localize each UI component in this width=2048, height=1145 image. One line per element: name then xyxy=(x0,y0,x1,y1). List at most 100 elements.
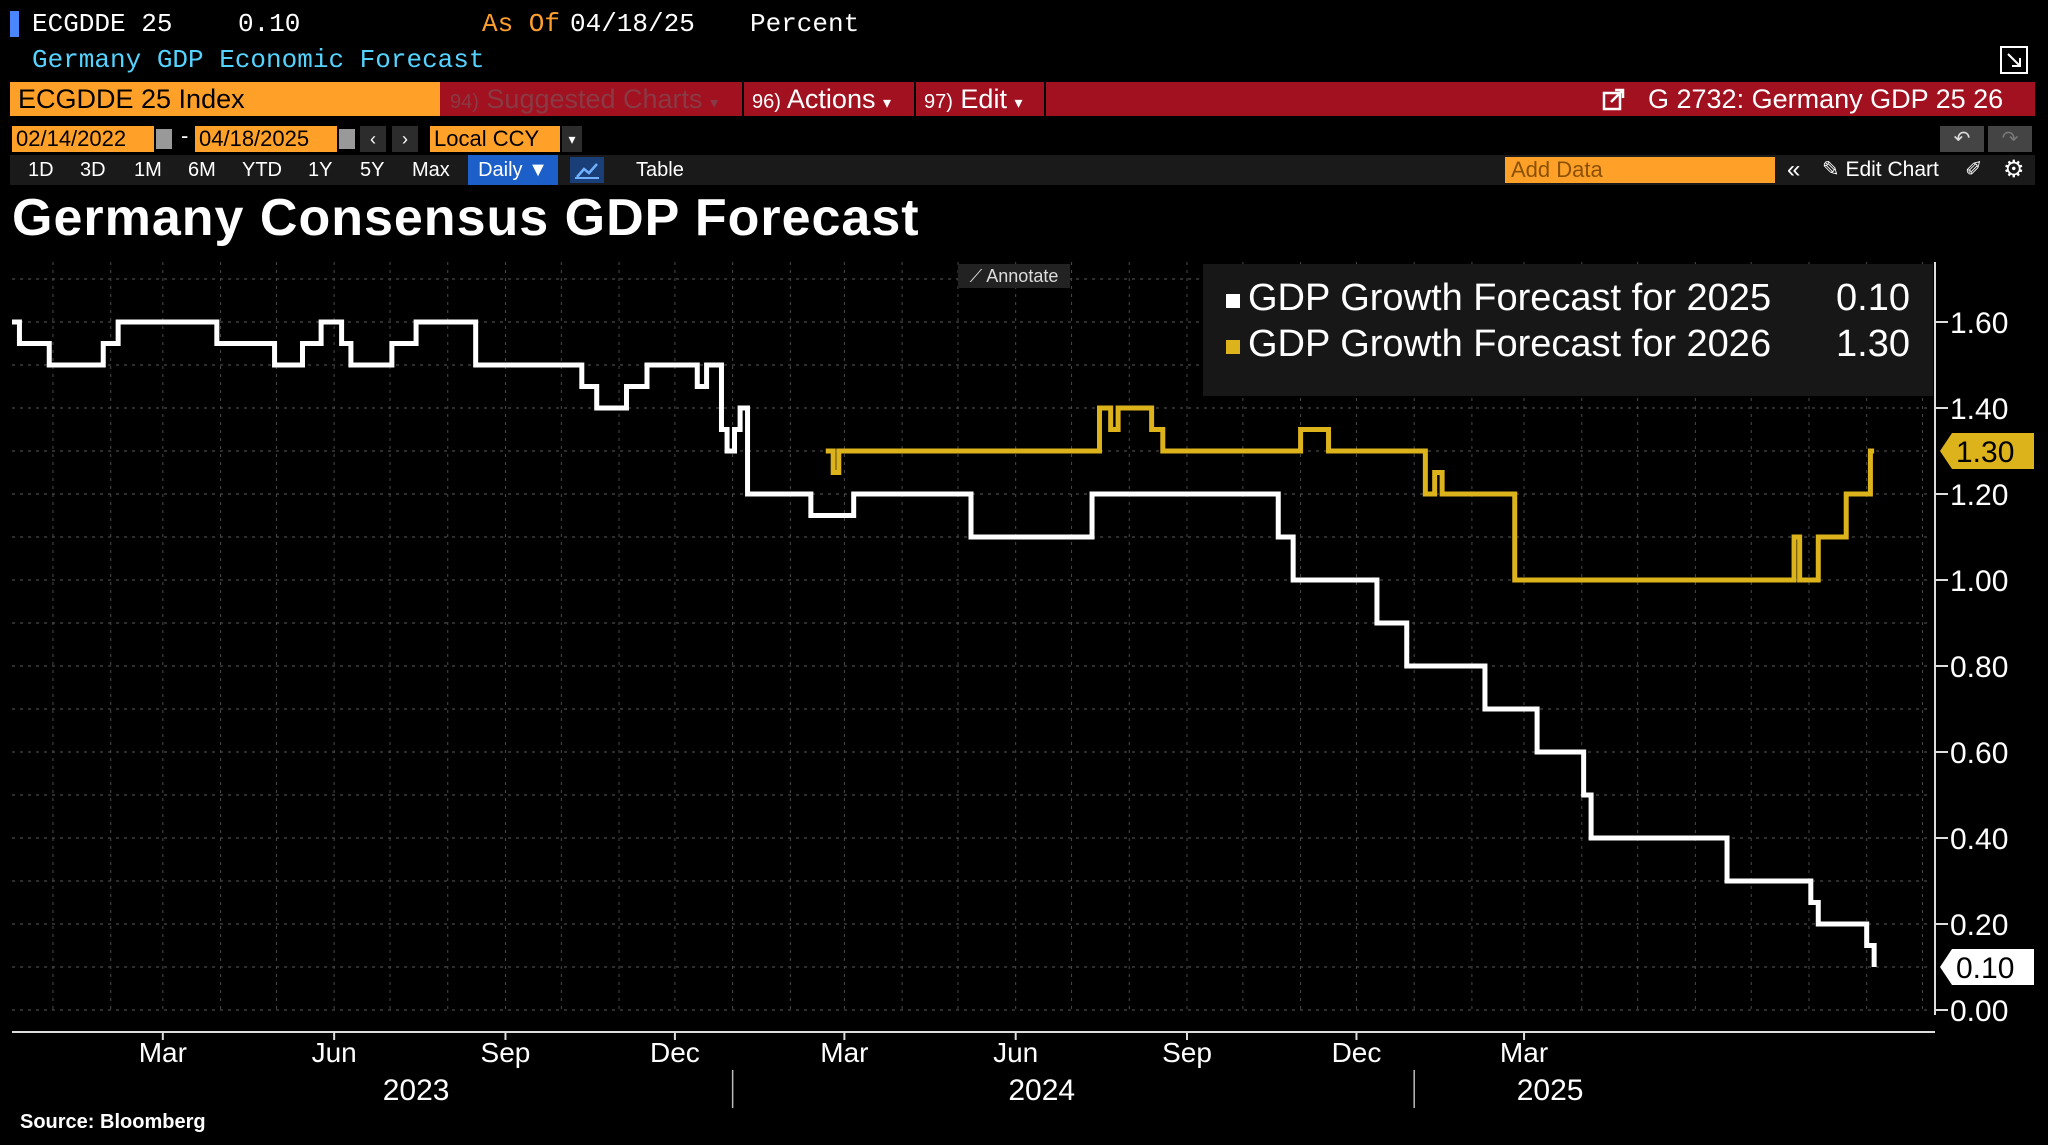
last-value: 0.10 xyxy=(238,9,301,39)
year-label: 2023 xyxy=(383,1074,450,1107)
popout-arrow-icon xyxy=(2007,53,2021,67)
as-of-label: As Of xyxy=(482,9,561,39)
legend-box xyxy=(1203,264,1933,396)
legend-series-name: GDP Growth Forecast for 2026 xyxy=(1248,323,1771,365)
currency-select[interactable]: Local CCY xyxy=(430,126,560,152)
security-description: Germany GDP Economic Forecast xyxy=(32,45,485,75)
chevron-down-icon: ▾ xyxy=(1014,95,1023,112)
last-value-tag: 0.10 xyxy=(1940,949,2034,985)
undo-button[interactable]: ↶ xyxy=(1940,126,1984,152)
year-label: 2024 xyxy=(1008,1074,1075,1107)
add-data-input[interactable]: Add Data xyxy=(1505,157,1775,183)
edit-icon[interactable]: ✐ xyxy=(1965,158,1983,181)
year-label: 2025 xyxy=(1517,1074,1584,1107)
x-tick-label: Dec xyxy=(1332,1037,1382,1068)
chart-type-button[interactable] xyxy=(570,157,604,183)
table-button[interactable]: Table xyxy=(636,159,684,181)
x-tick-label: Mar xyxy=(139,1037,187,1068)
period-1y[interactable]: 1Y xyxy=(308,159,333,181)
chart-id[interactable]: G 2732: Germany GDP 25 26 xyxy=(1648,84,2004,114)
last-value-tag-text: 1.30 xyxy=(1956,436,2014,469)
next-period-button[interactable]: › xyxy=(392,126,418,152)
chevron-down-icon[interactable]: ▾ xyxy=(562,126,582,152)
x-tick-label: Sep xyxy=(481,1037,531,1068)
x-tick-label: Sep xyxy=(1162,1037,1212,1068)
chart-title: Germany Consensus GDP Forecast xyxy=(12,189,920,247)
period-6m[interactable]: 6M xyxy=(188,159,216,181)
suggested-charts-menu[interactable]: 94) Suggested Charts ▾ xyxy=(450,82,718,116)
edit-chart-label: Edit Chart xyxy=(1845,158,1939,181)
pencil-icon: ✎ xyxy=(1822,158,1840,181)
y-tick-label: 0.20 xyxy=(1950,909,2008,942)
legend-swatch xyxy=(1226,294,1240,308)
actions-menu[interactable]: 96) Actions ▾ xyxy=(752,82,891,116)
y-tick-label: 1.20 xyxy=(1950,479,2008,512)
annotate-button[interactable]: ⟋ Annotate xyxy=(958,264,1070,288)
chart-legend: GDP Growth Forecast for 2025 0.10 GDP Grow… xyxy=(1203,264,1933,396)
collapse-icon[interactable]: « xyxy=(1787,156,1801,183)
last-value-tag: 1.30 xyxy=(1940,433,2034,469)
period-3d[interactable]: 3D xyxy=(80,159,106,181)
launch-icon[interactable] xyxy=(1602,87,1626,111)
x-tick-label: Mar xyxy=(1500,1037,1548,1068)
x-tick-label: Jun xyxy=(312,1037,357,1068)
as-of-date: 04/18/25 xyxy=(570,9,695,39)
popout-icon[interactable] xyxy=(2000,46,2028,74)
security-marker xyxy=(10,11,19,37)
toolbar-divider xyxy=(742,82,744,116)
pencil-icon: ⟋ xyxy=(969,266,983,286)
calendar-icon[interactable] xyxy=(156,129,172,149)
x-tick-label: Dec xyxy=(650,1037,700,1068)
series-line-2026 xyxy=(825,405,1875,583)
last-value-tag-bg xyxy=(1940,949,2034,985)
suggested-charts-number: 94) xyxy=(450,91,479,113)
chart-axes: 0.00 0.20 0.40 0.60 0.80 1.00 1.20 1.40 1.60 Mar J… xyxy=(12,262,2034,1108)
y-tick-label: 0.80 xyxy=(1950,651,2008,684)
edit-chart-button[interactable]: ✎ Edit Chart xyxy=(1822,155,1939,185)
toolbar-divider xyxy=(1044,82,1046,116)
toolbar-divider xyxy=(914,82,916,116)
edit-label: Edit xyxy=(960,84,1007,114)
edit-number: 97) xyxy=(924,91,953,113)
y-tick-label: 0.00 xyxy=(1950,995,2008,1028)
period-1d[interactable]: 1D xyxy=(28,159,54,181)
legend-swatch xyxy=(1226,340,1240,354)
date-range-dash: - xyxy=(181,123,189,148)
edit-menu[interactable]: 97) Edit ▾ xyxy=(924,82,1023,116)
previous-period-button[interactable]: ‹ xyxy=(360,126,386,152)
series-line-2025 xyxy=(12,319,1877,967)
period-ytd[interactable]: YTD xyxy=(242,159,282,181)
period-1m[interactable]: 1M xyxy=(134,159,162,181)
frequency-select[interactable]: Daily ▼ xyxy=(468,155,558,185)
period-max[interactable]: Max xyxy=(412,159,450,181)
last-value-tag-text: 0.10 xyxy=(1956,952,2014,985)
y-tick-label: 1.00 xyxy=(1950,565,2008,598)
chevron-down-icon: ▾ xyxy=(882,95,892,112)
legend-series-value: 0.10 xyxy=(1836,277,1910,319)
actions-number: 96) xyxy=(752,91,781,113)
frequency-label: Daily xyxy=(478,159,523,181)
external-link-icon xyxy=(1602,88,1625,111)
chart-series xyxy=(12,319,1877,967)
security-ticker[interactable]: ECGDDE 25 xyxy=(32,9,173,39)
gear-icon[interactable]: ⚙ xyxy=(2003,156,2025,183)
chevron-down-icon: ▼ xyxy=(528,159,548,181)
last-value-tag-bg xyxy=(1940,433,2034,469)
y-tick-label: 1.40 xyxy=(1950,393,2008,426)
redo-button[interactable]: ↷ xyxy=(1988,126,2032,152)
legend-series-value: 1.30 xyxy=(1836,323,1910,365)
end-date-field[interactable]: 04/18/2025 xyxy=(195,126,337,152)
unit-label: Percent xyxy=(750,9,860,39)
source-note: Source: Bloomberg xyxy=(20,1111,206,1133)
x-tick-label: Jun xyxy=(993,1037,1038,1068)
start-date-field[interactable]: 02/14/2022 xyxy=(12,126,154,152)
suggested-charts-label: Suggested Charts xyxy=(486,84,703,114)
line-chart-icon xyxy=(575,163,599,179)
period-5y[interactable]: 5Y xyxy=(360,159,385,181)
chevron-down-icon: ▾ xyxy=(710,95,719,112)
legend-series-name: GDP Growth Forecast for 2025 xyxy=(1248,277,1771,319)
calendar-icon[interactable] xyxy=(339,129,355,149)
ticker-input[interactable]: ECGDDE 25 Index xyxy=(10,82,440,116)
y-tick-label: 0.60 xyxy=(1950,737,2008,770)
